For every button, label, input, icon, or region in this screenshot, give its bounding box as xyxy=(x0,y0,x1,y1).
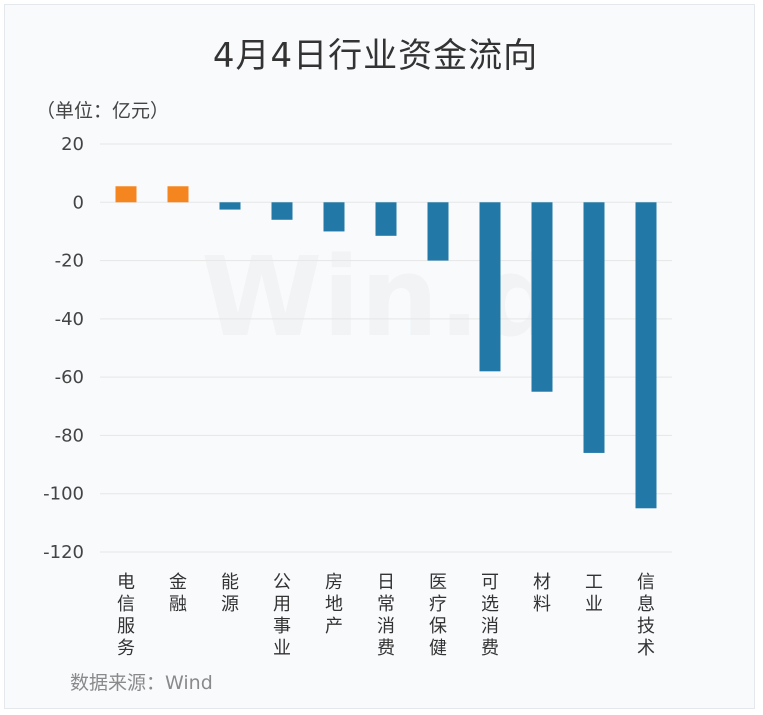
bar xyxy=(479,202,501,372)
gridlines xyxy=(100,143,672,553)
y-tick-label: -100 xyxy=(43,484,84,505)
y-tick-label: -60 xyxy=(55,367,84,388)
chart-title: 4月4日行业资金流向 xyxy=(212,36,539,76)
y-axis-ticks: 20 0 -20 -40 -60 -80 -100 -120 xyxy=(43,134,84,563)
bar xyxy=(583,202,605,453)
bar xyxy=(531,202,553,392)
y-tick-label: 20 xyxy=(61,134,84,155)
category-label: 工业 xyxy=(585,572,603,615)
category-label: 电信服务 xyxy=(117,572,135,659)
y-tick-label: -20 xyxy=(55,251,84,272)
category-label: 材料 xyxy=(533,572,551,615)
chart-card xyxy=(4,4,755,709)
bar xyxy=(375,202,397,236)
category-label: 信息技术 xyxy=(637,572,655,659)
bar xyxy=(115,186,137,203)
bars xyxy=(115,186,657,509)
bar xyxy=(167,186,189,203)
bar xyxy=(271,202,293,220)
category-label: 金融 xyxy=(169,572,187,615)
bar xyxy=(323,202,345,232)
watermark: Win.d xyxy=(201,233,559,361)
bar xyxy=(427,202,449,261)
category-label: 能源 xyxy=(221,572,239,615)
source-note: 数据来源：Wind xyxy=(70,672,213,694)
category-label: 可选消费 xyxy=(481,572,499,659)
y-tick-label: -80 xyxy=(55,425,84,446)
category-label: 公用事业 xyxy=(273,572,291,659)
y-tick-label: -40 xyxy=(55,309,84,330)
y-tick-label: 0 xyxy=(73,192,84,213)
bar xyxy=(635,202,657,509)
category-label: 日常消费 xyxy=(377,572,395,659)
category-label: 房地产 xyxy=(325,572,343,637)
bar xyxy=(219,202,241,210)
category-label: 医疗保健 xyxy=(429,572,447,659)
unit-label: （单位：亿元） xyxy=(36,100,170,122)
y-tick-label: -120 xyxy=(43,542,84,563)
